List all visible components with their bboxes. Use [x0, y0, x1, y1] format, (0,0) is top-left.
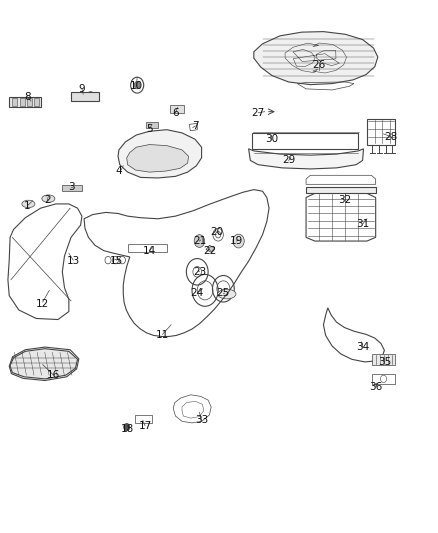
Text: 16: 16	[47, 370, 60, 380]
Polygon shape	[170, 105, 184, 113]
Text: 9: 9	[78, 84, 85, 94]
Polygon shape	[118, 130, 201, 178]
Text: 5: 5	[146, 124, 153, 134]
Text: 17: 17	[138, 421, 152, 431]
Polygon shape	[146, 122, 158, 127]
Text: 7: 7	[192, 121, 198, 131]
Text: 6: 6	[172, 108, 179, 118]
Text: 2: 2	[44, 195, 50, 205]
Text: 28: 28	[384, 132, 398, 142]
Text: 8: 8	[24, 92, 31, 102]
Text: 35: 35	[378, 357, 391, 367]
Polygon shape	[249, 149, 364, 169]
Circle shape	[134, 82, 140, 89]
Text: 4: 4	[116, 166, 122, 176]
Text: 36: 36	[369, 382, 382, 392]
Circle shape	[194, 235, 205, 247]
Text: 14: 14	[143, 246, 156, 256]
Polygon shape	[12, 99, 17, 106]
Text: 11: 11	[156, 330, 169, 341]
Text: 23: 23	[193, 267, 206, 277]
Text: 19: 19	[230, 236, 243, 246]
Text: 33: 33	[195, 415, 208, 425]
Text: 27: 27	[251, 108, 265, 118]
Polygon shape	[71, 92, 99, 101]
Circle shape	[77, 93, 83, 100]
Text: 15: 15	[110, 256, 124, 266]
Polygon shape	[62, 185, 82, 191]
Polygon shape	[34, 99, 39, 106]
Text: 32: 32	[339, 195, 352, 205]
Circle shape	[124, 423, 130, 431]
Polygon shape	[27, 99, 32, 106]
Text: 10: 10	[130, 81, 143, 91]
Text: 12: 12	[36, 298, 49, 309]
Polygon shape	[372, 354, 395, 365]
Text: 1: 1	[24, 200, 31, 211]
Text: 18: 18	[121, 424, 134, 434]
Polygon shape	[206, 245, 215, 252]
Polygon shape	[306, 187, 376, 193]
Text: 22: 22	[204, 246, 217, 256]
Polygon shape	[9, 97, 42, 108]
Text: 30: 30	[265, 134, 278, 144]
Text: 21: 21	[193, 236, 206, 246]
Polygon shape	[10, 349, 78, 379]
Text: 25: 25	[217, 288, 230, 298]
Text: 20: 20	[210, 227, 223, 237]
Ellipse shape	[42, 195, 55, 203]
Text: 31: 31	[356, 219, 369, 229]
Text: 34: 34	[356, 342, 369, 352]
Text: 29: 29	[282, 156, 295, 165]
Text: 3: 3	[68, 182, 74, 192]
Polygon shape	[127, 144, 188, 172]
Circle shape	[233, 234, 244, 248]
Circle shape	[87, 92, 95, 101]
Text: 13: 13	[67, 256, 80, 266]
Polygon shape	[20, 99, 25, 106]
Polygon shape	[254, 31, 378, 85]
Ellipse shape	[218, 289, 236, 299]
Text: 26: 26	[312, 60, 326, 70]
Text: 24: 24	[191, 288, 204, 298]
Ellipse shape	[22, 200, 35, 208]
